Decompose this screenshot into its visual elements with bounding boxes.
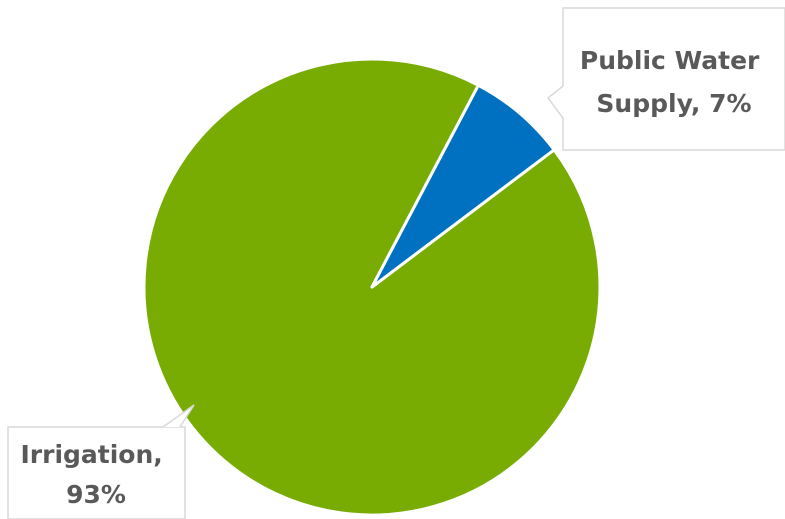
pie-slices <box>142 57 602 517</box>
pie-slice-public-water-supply <box>370 83 556 289</box>
label-public-water-line1: Public Water <box>580 46 760 75</box>
callout-irrigation-box <box>7 426 186 519</box>
data-label-irrigation: Irrigation, 93% <box>7 404 195 519</box>
label-irrigation-line2: 93% <box>66 480 126 509</box>
callout-public-water-box <box>546 7 785 151</box>
label-irrigation-line1: Irrigation, <box>20 440 162 469</box>
data-label-public-water-supply: Public Water Supply, 7% <box>546 7 785 151</box>
callout-irrigation-pointer <box>162 404 195 428</box>
svg-text:Irrigation, 93%: Irrigation, 93% <box>20 440 171 509</box>
label-public-water-line2: Supply, 7% <box>596 89 751 118</box>
svg-text:Public Water Supply, 7%: Public Water Supply, 7% <box>580 46 768 118</box>
